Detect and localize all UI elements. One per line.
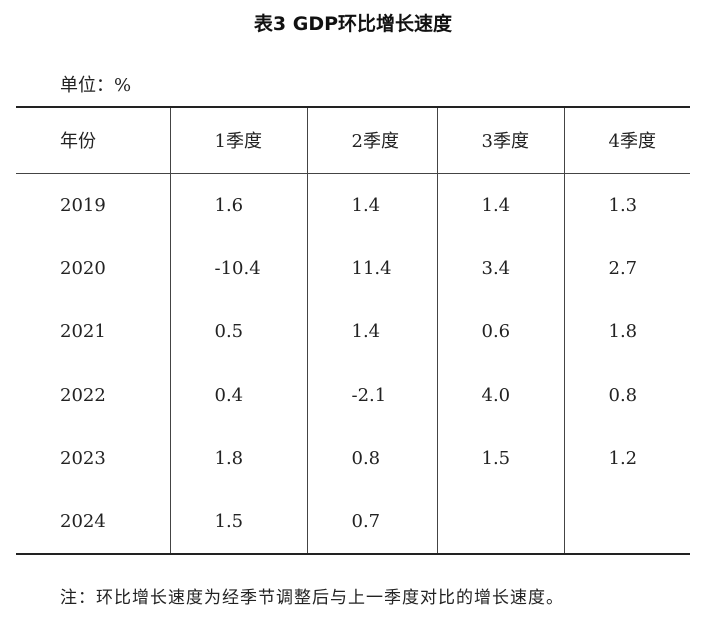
cell-year: 2023 <box>60 448 106 470</box>
cell-q3: 3.4 <box>436 236 564 300</box>
cell-q2: 0.8 <box>306 427 437 491</box>
unit-label: 单位：% <box>60 75 132 96</box>
footnote: 注：环比增长速度为经季节调整后与上一季度对比的增长速度。 <box>60 588 564 608</box>
cell-year: 2024 <box>16 490 170 555</box>
cell-q1: 1.8 <box>169 427 307 491</box>
table-row: 2023 1.8 0.8 1.5 1.2 <box>16 427 690 491</box>
cell-q3: 4.0 <box>436 363 564 427</box>
cell-year: 2021 <box>60 321 106 343</box>
header-q2: 2季度 <box>306 106 437 174</box>
cell-q3: 1.4 <box>436 173 564 237</box>
cell-q2: 0.7 <box>306 490 437 555</box>
cell-q4: 1.2 <box>563 427 690 491</box>
cell-year: 2019 <box>60 194 106 216</box>
gdp-growth-table: 年份 1季度 2季度 3季度 4季度 2019 1.6 1.4 1.4 1.3 … <box>16 106 690 555</box>
table-row: 2021 0.5 1.4 0.6 1.8 <box>16 300 690 364</box>
header-q3: 3季度 <box>436 106 564 174</box>
cell-q4 <box>563 490 690 555</box>
cell-year: 2020 <box>60 257 106 279</box>
cell-q4: 0.8 <box>563 363 690 427</box>
cell-q4: 2.7 <box>563 236 690 300</box>
header-q4: 4季度 <box>563 106 690 174</box>
cell-q4: 1.8 <box>563 300 690 364</box>
table-title: 表3 GDP环比增长速度 <box>253 13 453 35</box>
cell-q3: 1.5 <box>436 427 564 491</box>
header-year: 年份 <box>16 106 170 174</box>
table-row: 2024 1.5 0.7 <box>16 490 690 555</box>
cell-q3 <box>436 490 564 555</box>
cell-q2: 1.4 <box>306 300 437 364</box>
cell-q2: -2.1 <box>306 363 437 427</box>
header-row: 年份 1季度 2季度 3季度 4季度 <box>16 106 690 174</box>
header-q1: 1季度 <box>169 106 307 174</box>
cell-q1: -10.4 <box>169 236 307 300</box>
cell-q1: 0.5 <box>169 300 307 364</box>
cell-q1: 1.5 <box>169 490 307 555</box>
cell-year: 2022 <box>60 384 106 406</box>
cell-q4: 1.3 <box>563 173 690 237</box>
cell-q1: 1.6 <box>169 173 307 237</box>
table-row: 2022 0.4 -2.1 4.0 0.8 <box>16 363 690 427</box>
cell-q1: 0.4 <box>169 363 307 427</box>
table-row: 2019 1.6 1.4 1.4 1.3 <box>16 173 690 237</box>
cell-q3: 0.6 <box>436 300 564 364</box>
cell-q2: 11.4 <box>306 236 437 300</box>
table-row: 2020 -10.4 11.4 3.4 2.7 <box>16 236 690 300</box>
cell-q2: 1.4 <box>306 173 437 237</box>
